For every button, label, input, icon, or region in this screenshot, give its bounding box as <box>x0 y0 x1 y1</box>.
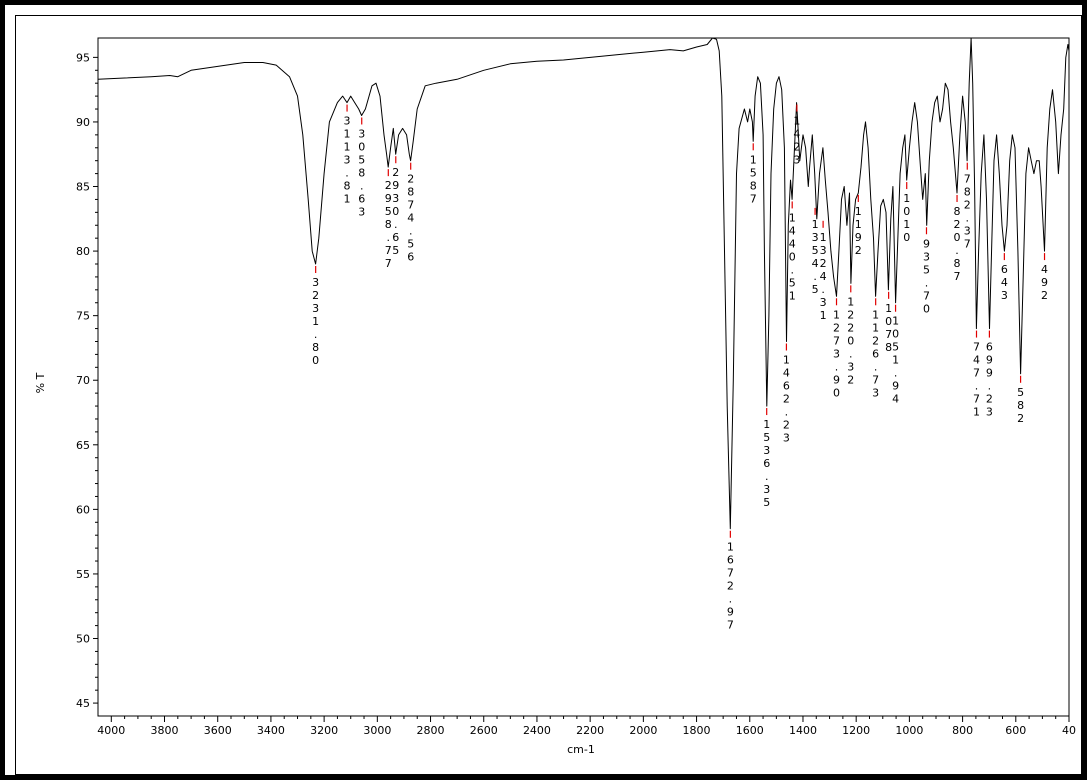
y-tick-label: 75 <box>76 310 90 323</box>
y-tick-label: 95 <box>76 51 90 64</box>
x-tick-label: 2600 <box>470 724 498 737</box>
x-tick-label: 1000 <box>895 724 923 737</box>
y-axis-title: % T <box>34 372 47 393</box>
spectrum-line <box>97 37 1070 530</box>
x-tick-label: 3200 <box>310 724 338 737</box>
x-axis: 4000 3800 3600 3400 3200 3000 2800 2600 2400 2200… <box>97 716 1076 737</box>
x-tick-label: 2000 <box>629 724 657 737</box>
x-tick-label: 1600 <box>736 724 764 737</box>
x-tick-label: 600 <box>1005 724 1026 737</box>
y-tick-label: 45 <box>76 697 90 710</box>
x-tick-label: 800 <box>952 724 973 737</box>
x-tick-label: 2200 <box>576 724 604 737</box>
peak-markers: 3 2 3 1. 8 0 3 1 1 3. 8 1 3 0 5 8. 6 3 2 9 5 8. 7 72 9 3 0. 6 5 2 8 7 4.… <box>312 104 1048 632</box>
x-tick-label: 1800 <box>683 724 711 737</box>
y-tick-label: 60 <box>76 503 90 516</box>
y-tick-label: 55 <box>76 568 90 581</box>
y-tick-label: 65 <box>76 439 90 452</box>
y-tick-label: 90 <box>76 116 90 129</box>
x-tick-label: 2400 <box>523 724 551 737</box>
x-tick-label: 3400 <box>257 724 285 737</box>
x-tick-label: 3800 <box>151 724 179 737</box>
series-layer <box>97 37 1070 530</box>
figure-inner-border <box>15 15 1082 775</box>
x-tick-label: 1400 <box>789 724 817 737</box>
x-tick-label: 1200 <box>842 724 870 737</box>
plot-border <box>97 37 1070 717</box>
x-tick-label: 3600 <box>204 724 232 737</box>
y-axis: 45 50 55 60 65 70 75 80 85 90 95 <box>76 51 98 710</box>
x-tick-label: 3000 <box>363 724 391 737</box>
x-tick-label: 40 <box>1062 724 1076 737</box>
x-tick-label: 2800 <box>417 724 445 737</box>
plot-area <box>97 37 1070 717</box>
x-tick-label: 4000 <box>97 724 125 737</box>
y-tick-label: 50 <box>76 633 90 646</box>
y-tick-label: 80 <box>76 245 90 258</box>
y-tick-label: 85 <box>76 181 90 194</box>
y-tick-label: 70 <box>76 374 90 387</box>
x-axis-title: cm-1 <box>567 743 595 756</box>
